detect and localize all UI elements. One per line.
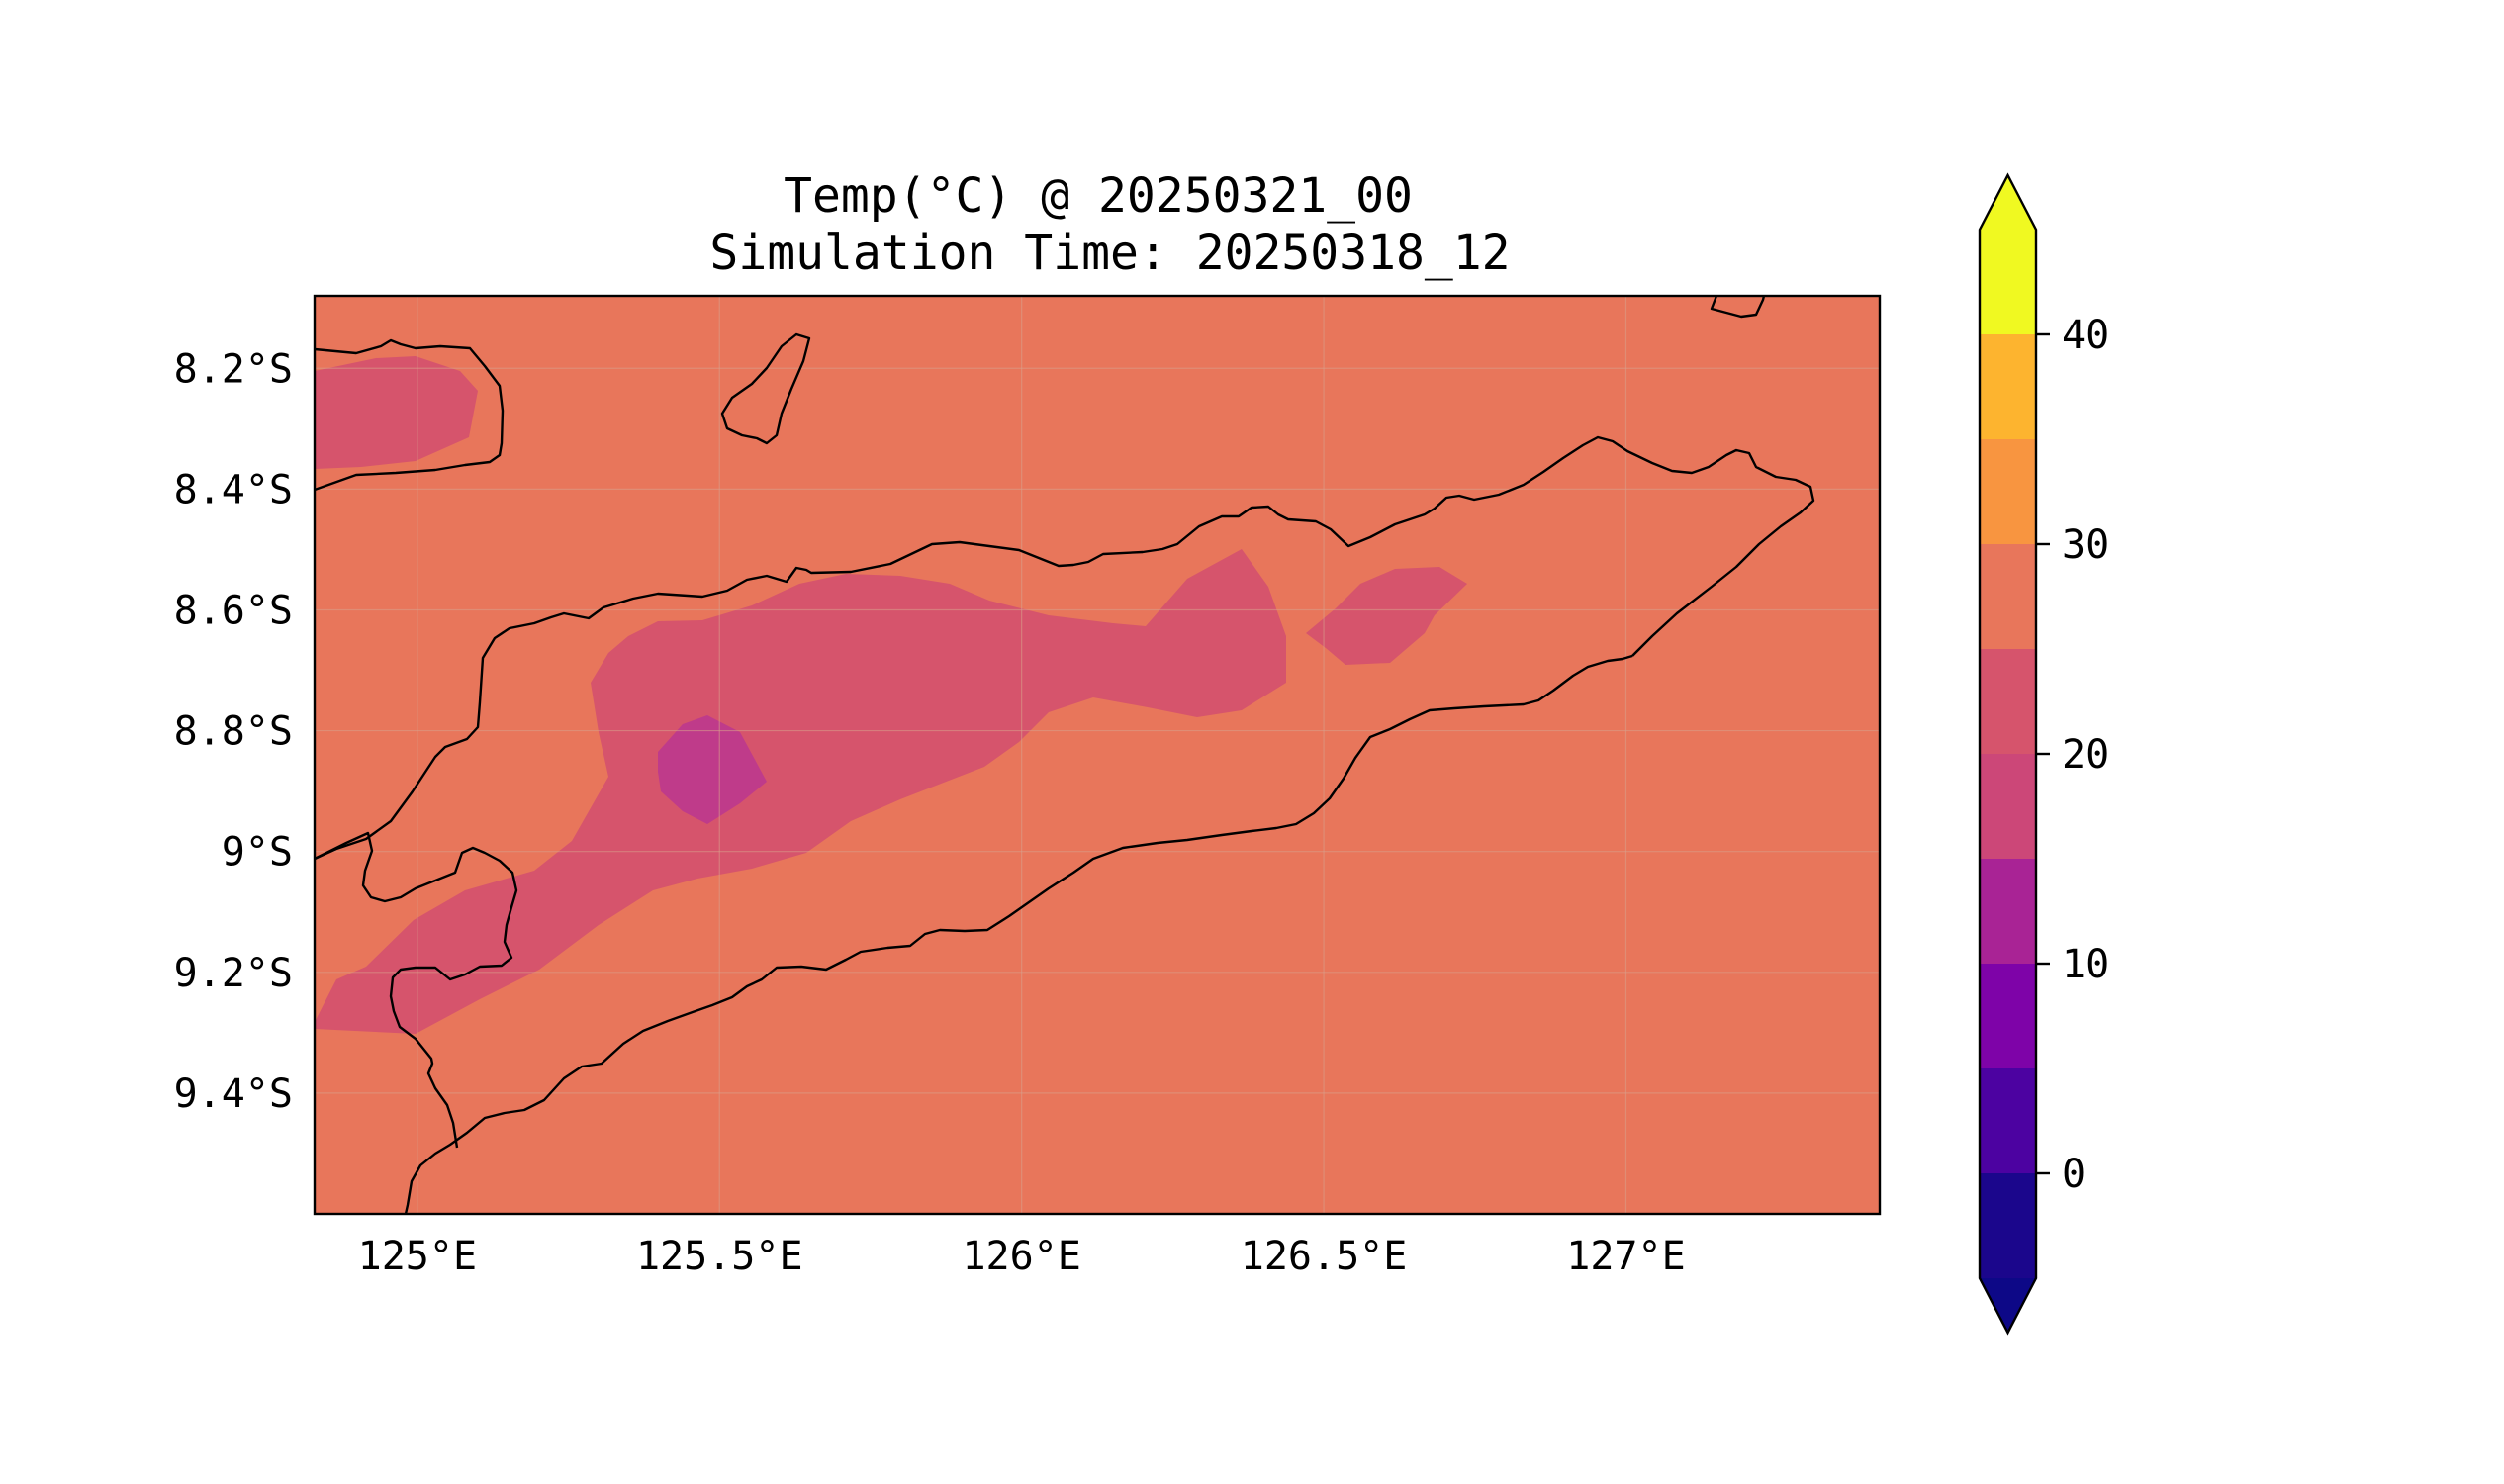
map-subtitle: Simulation Time: 20250318_12 — [709, 226, 1510, 281]
contour-region-15-20-core — [658, 715, 767, 824]
map-gridlines — [315, 296, 1880, 1214]
colorbar-segment — [1980, 544, 2036, 649]
coastline-northwest-island — [314, 338, 505, 492]
y-tick-label: 9.2°S — [174, 951, 293, 996]
contour-region-20-25-east — [1306, 567, 1467, 665]
coastlines — [314, 295, 1815, 1215]
colorbar-segment — [1980, 1068, 2036, 1173]
map-panel: 125°E 125.5°E 126°E 126.5°E 127°E 8.2°S 8.4°S… — [174, 294, 1882, 1279]
coastline-southwest-peninsula — [314, 831, 518, 1149]
contour-region-20-25-northwest — [315, 356, 478, 469]
y-tick-label: 9°S — [222, 830, 293, 876]
x-tick-label: 126.5°E — [1241, 1234, 1408, 1279]
coastline-islet-northeast — [1710, 295, 1766, 319]
y-tick-label: 8.4°S — [174, 467, 293, 512]
colorbar-segment — [1980, 1173, 2036, 1278]
y-tick-label: 8.8°S — [174, 709, 293, 755]
coastline-small-island-north — [720, 332, 811, 445]
map-title: Temp(°C) @ 20250321_00 — [784, 168, 1413, 224]
contour-region-20-25-central — [315, 549, 1286, 1034]
colorbar-segment — [1980, 439, 2036, 544]
colorbar-tick-label: 20 — [2062, 732, 2109, 778]
colorbar-under-extension — [1980, 1278, 2036, 1333]
colorbar-tick-label: 0 — [2062, 1152, 2086, 1197]
colorbar-segment — [1980, 859, 2036, 964]
contour-regions — [315, 356, 1467, 1034]
colorbar: 0 10 20 30 40 — [1978, 172, 2109, 1336]
colorbar-segment — [1980, 649, 2036, 754]
x-tick-label: 125°E — [358, 1234, 477, 1279]
x-tick-label: 126°E — [962, 1234, 1080, 1279]
colorbar-tick-label: 10 — [2062, 942, 2109, 987]
coastline-timor-south — [404, 654, 1633, 1215]
y-tick-label: 8.6°S — [174, 588, 293, 633]
y-axis-ticks: 8.2°S 8.4°S 8.6°S 8.8°S 9°S 9.2°S 9.4°S — [174, 346, 293, 1117]
x-tick-label: 125.5°E — [636, 1234, 803, 1279]
temperature-field-background — [315, 296, 1880, 1214]
colorbar-segment — [1980, 230, 2036, 334]
colorbar-tick-label: 30 — [2062, 522, 2109, 568]
x-tick-label: 127°E — [1566, 1234, 1685, 1279]
y-tick-label: 9.4°S — [174, 1071, 293, 1117]
colorbar-segment — [1980, 754, 2036, 859]
x-axis-ticks: 125°E 125.5°E 126°E 126.5°E 127°E — [358, 1234, 1686, 1279]
colorbar-segment — [1980, 334, 2036, 439]
coastline-timor-north — [314, 435, 1815, 861]
colorbar-over-extension — [1980, 175, 2036, 230]
colorbar-segment — [1980, 964, 2036, 1068]
colorbar-outline — [1978, 172, 2038, 1336]
y-tick-label: 8.2°S — [174, 346, 293, 392]
map-frame — [313, 294, 1882, 1216]
colorbar-tick-label: 40 — [2062, 313, 2109, 358]
